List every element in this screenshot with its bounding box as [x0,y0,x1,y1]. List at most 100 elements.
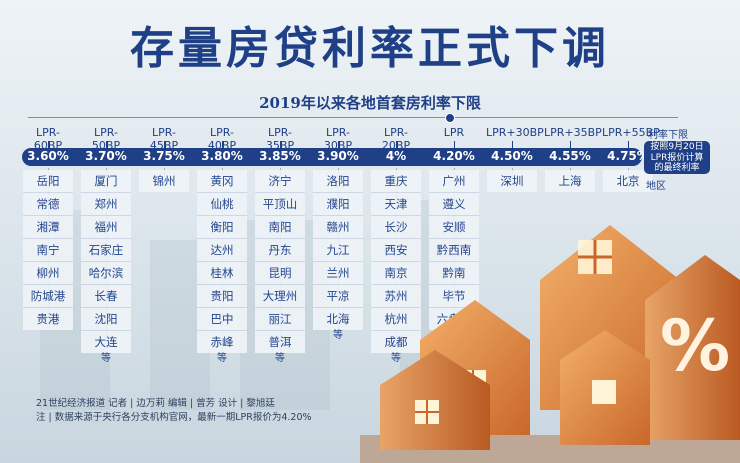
column-label: LPR [443,126,465,139]
city-name: 黄冈 [197,170,247,192]
city-name: 贵港 [23,307,73,330]
city-column: 黄冈 仙桃 衡阳 达州 桂林 贵阳 巴中 赤峰等 [197,170,247,365]
city-column: 北京 [603,170,653,192]
city-name: 濮阳 [313,192,363,215]
city-name: 北海 [313,307,363,330]
city-name: 仙桃 [197,192,247,215]
city-name: 赣州 [313,215,363,238]
rate-value: 4% [385,149,407,163]
percent-symbol: % [660,305,730,387]
lpr-marker-dot [445,113,455,123]
column-tick [164,141,165,149]
legend-note-box: 按照9月20日 LPR报价计算 的最终利率 [644,141,710,174]
city-name: 上海 [545,170,595,192]
city-name: 长沙 [371,215,421,238]
city-name: 赤峰 [197,330,247,353]
city-name: 九江 [313,238,363,261]
column-label: LPR+35BP [544,126,602,139]
house-illustration: % [360,225,740,463]
page-title: 存量房贷利率正式下调 [130,23,610,74]
etc-marker: 等 [217,353,227,364]
etc-marker: 等 [101,353,111,364]
column-tick [222,141,223,149]
city-name: 苏州 [371,284,421,307]
etc-marker: 等 [275,353,285,364]
rate-value: 3.75% [143,149,185,163]
city-name: 北京 [603,170,653,192]
credits-line: 注 | 数据来源于央行各分支机构官网，最新一期LPR报价为4.20% [36,412,312,423]
column-tick [512,141,513,149]
city-name: 深圳 [487,170,537,192]
city-name: 湘潭 [23,215,73,238]
column-tick [570,141,571,149]
rate-bar [22,148,642,166]
city-name: 黔西南 [429,238,479,261]
rate-value: 3.85% [259,149,301,163]
city-name: 杭州 [371,307,421,330]
city-column: 锦州 [139,170,189,192]
city-name: 毕节 [429,284,479,307]
city-name: 济宁 [255,170,305,192]
rate-value: 4.75% [607,149,649,163]
city-name: 平顶山 [255,192,305,215]
rate-value: 3.60% [27,149,69,163]
city-name: 大理州 [255,284,305,307]
city-name: 西安 [371,238,421,261]
column-tick [280,141,281,149]
city-name: 广州 [429,170,479,192]
etc-marker: 等 [333,330,343,341]
city-column: 重庆 天津 长沙 西安 南京 苏州 杭州 成都等 [371,170,421,365]
credits-line: 21世纪经济报道 记者 | 边万莉 编辑 | 曾芳 设计 | 黎旭廷 [36,398,275,409]
city-name: 丹东 [255,238,305,261]
city-name: 南阳 [255,215,305,238]
city-name: 厦门 [81,170,131,192]
city-column: 上海 [545,170,595,192]
city-name: 洛阳 [313,170,363,192]
column-tick [106,141,107,149]
city-name: 长春 [81,284,131,307]
city-name: 常德 [23,192,73,215]
city-name: 遵义 [429,192,479,215]
chart-subtitle: 2019年以来各地首套房利率下限 [259,94,481,112]
city-name: 哈尔滨 [81,261,131,284]
city-name: 昆明 [255,261,305,284]
rate-value: 3.80% [201,149,243,163]
column-label: LPR+30BP [486,126,544,139]
column-tick [628,141,629,149]
city-name: 兰州 [313,261,363,284]
rate-value: 4.55% [549,149,591,163]
rate-value: 3.70% [85,149,127,163]
note-line: 的最终利率 [654,163,700,173]
note-line: 按照9月20日 [650,142,704,152]
column-tick [454,141,455,149]
city-name: 柳州 [23,261,73,284]
city-name: 成都 [371,330,421,353]
legend-region-label: 地区 [646,181,666,192]
column-tick [396,141,397,149]
city-name: 沈阳 [81,307,131,330]
city-name: 天津 [371,192,421,215]
city-column: 洛阳 濮阳 赣州 九江 兰州 平凉 北海等 [313,170,363,342]
city-name: 重庆 [371,170,421,192]
city-column: 岳阳 常德 湘潭 南宁 柳州 防城港 贵港 [23,170,73,330]
credits: 21世纪经济报道 记者 | 边万莉 编辑 | 曾芳 设计 | 黎旭廷 注 | 数… [36,397,312,425]
city-name: 平凉 [313,284,363,307]
city-column: 济宁 平顶山 南阳 丹东 昆明 大理州 丽江 普洱等 [255,170,305,365]
city-name: 石家庄 [81,238,131,261]
city-name: 衡阳 [197,215,247,238]
rate-value: 4.20% [433,149,475,163]
rate-value: 3.90% [317,149,359,163]
city-name: 巴中 [197,307,247,330]
city-name: 防城港 [23,284,73,307]
city-name: 郑州 [81,192,131,215]
column-tick [338,141,339,149]
city-column: 深圳 [487,170,537,192]
city-name: 安顺 [429,215,479,238]
city-name: 南京 [371,261,421,284]
city-name: 南宁 [23,238,73,261]
city-name: 贵阳 [197,284,247,307]
column-tick [48,141,49,149]
city-column: 厦门 郑州 福州 石家庄 哈尔滨 长春 沈阳 大连等 [81,170,131,365]
city-name: 桂林 [197,261,247,284]
city-name: 岳阳 [23,170,73,192]
